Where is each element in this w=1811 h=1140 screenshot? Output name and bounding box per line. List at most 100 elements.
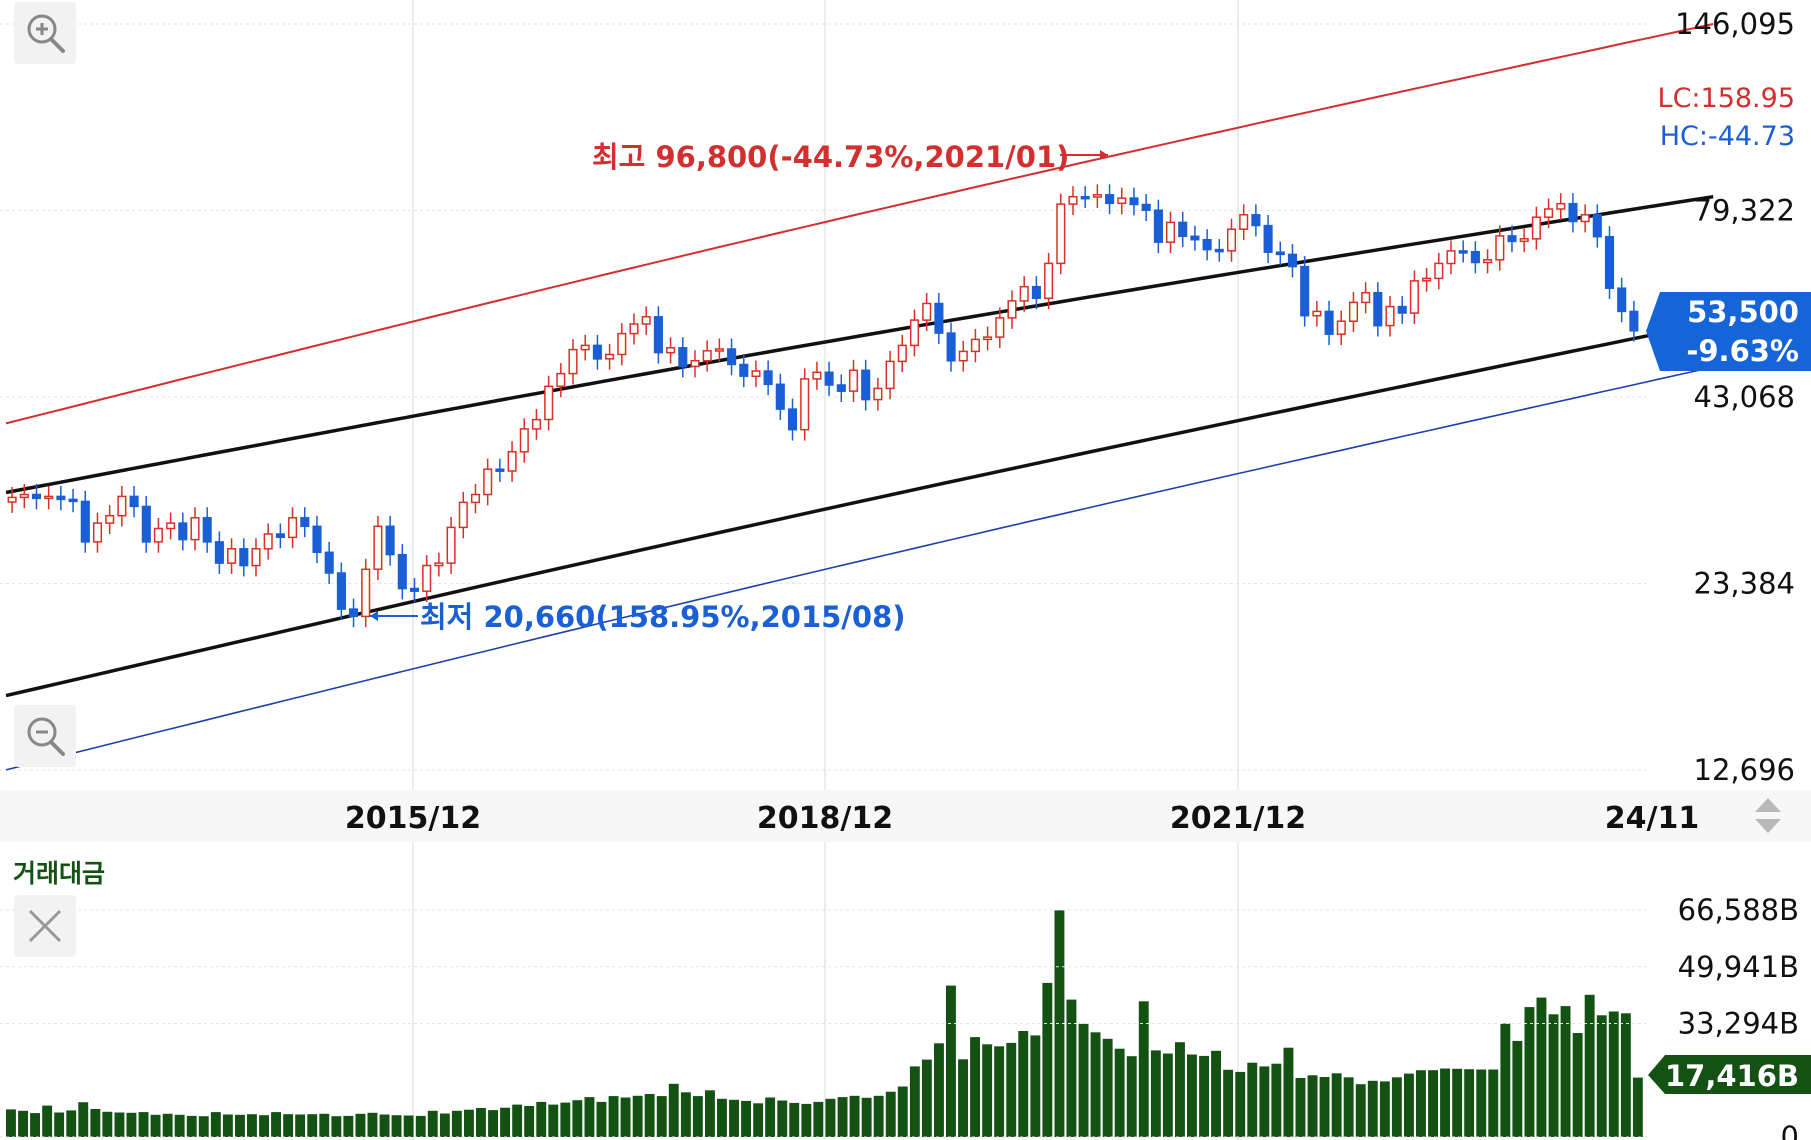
up-down-arrows-icon[interactable] [1755,798,1781,833]
candle-body [824,371,834,386]
candle-body [1300,265,1310,317]
candle-body [214,541,224,564]
candle-body [1592,214,1602,238]
volume-bar [801,1103,812,1137]
volume-bar [343,1115,354,1137]
low-annotation: 최저 20,660(158.95%,2015/08) [370,600,906,634]
volume-bar [235,1114,245,1137]
volume-bar [994,1046,1005,1137]
candle-body [300,517,310,528]
volume-bar [476,1108,486,1137]
candle-body [1617,287,1627,313]
candle-body [1092,194,1102,198]
zoom-in-button[interactable] [14,2,76,64]
candle-body [1117,197,1127,205]
candle-body [348,608,359,618]
volume-tick-label: 66,588B [1678,893,1799,927]
volume-bar [512,1104,523,1137]
candle-body [80,500,90,543]
candle-body [641,316,651,325]
volume-bar [30,1113,40,1137]
volume-bar [548,1104,559,1137]
candle-body [1056,203,1066,265]
candle-body [470,493,481,504]
candle-body [580,344,590,351]
volume-bar [403,1115,414,1137]
current-volume-badge: 17,416B [1648,1055,1811,1094]
candle-body [1007,300,1017,319]
volume-bar [1271,1063,1282,1137]
candle-body [373,525,383,570]
candle-body [1190,235,1200,241]
volume-bar [1018,1031,1029,1137]
volume-bar [319,1113,330,1137]
volume-bar [692,1096,703,1137]
candle-body [1556,202,1566,210]
volume-bar [1536,997,1547,1137]
volume-bar [1006,1042,1017,1137]
candle-body [568,348,578,375]
volume-bar [271,1112,281,1137]
volume-bar [1319,1077,1330,1137]
candle-body [519,428,529,453]
volume-bar [500,1107,510,1137]
candle-body [983,336,993,341]
volume-bar [1259,1066,1270,1137]
candle-body [31,493,42,500]
candle-body [1068,195,1078,205]
close-icon [28,909,62,943]
hc-label: HC:-44.73 [1660,121,1795,152]
volume-bar [1295,1078,1306,1137]
close-volume-button[interactable] [14,895,76,957]
current-change: -9.63% [1686,334,1799,368]
volume-bar [909,1066,920,1137]
candle-body [1373,291,1383,327]
candle-body [190,517,200,541]
candle-body [385,525,395,556]
volume-bar [825,1098,836,1137]
candle-body [446,526,456,564]
volume-bar [1440,1068,1450,1137]
candle-body [1348,301,1359,322]
candle-body [434,562,444,567]
high-annotation: 최고 96,800(-44.73%,2021/01) [592,140,1108,174]
volume-bar [1452,1068,1463,1137]
volume-bar [970,1037,980,1137]
volume-bar [1042,982,1053,1137]
candle-body [1336,320,1346,335]
date-axis-background [0,790,1811,842]
volume-bar [753,1103,764,1137]
volume-bar [765,1097,776,1137]
high-arrow-head [1100,150,1108,160]
volume-bar [705,1090,715,1137]
candle-body [1361,291,1371,304]
candle-body [1287,253,1298,268]
volume-bar [680,1092,691,1137]
candle-body [1544,208,1554,218]
candle-body [202,517,212,543]
candlestick-series [7,184,1639,628]
upper-envelope-line [5,23,1714,425]
volume-bar [560,1102,571,1137]
candle-body [1507,235,1517,243]
volume-bar [367,1112,378,1137]
candle-body [1239,214,1249,230]
candle-body [1275,251,1285,256]
candle-body [922,302,932,321]
low-arrow-head [370,611,378,621]
date-axis: 2015/12 2018/12 2021/12 24/11 [345,801,1699,836]
candle-body [1458,250,1468,254]
candle-body [275,533,285,539]
candle-body [336,572,346,610]
candle-body [970,338,980,353]
grid [0,0,1650,1140]
zoom-out-button[interactable] [14,705,76,767]
candle-body [1422,277,1432,282]
volume-bar [1283,1047,1294,1137]
volume-bar [1162,1053,1173,1137]
volume-bar [608,1096,619,1137]
volume-bar [632,1095,643,1137]
candle-body [117,495,127,517]
candle-body [751,370,761,378]
volume-bar [524,1106,535,1137]
